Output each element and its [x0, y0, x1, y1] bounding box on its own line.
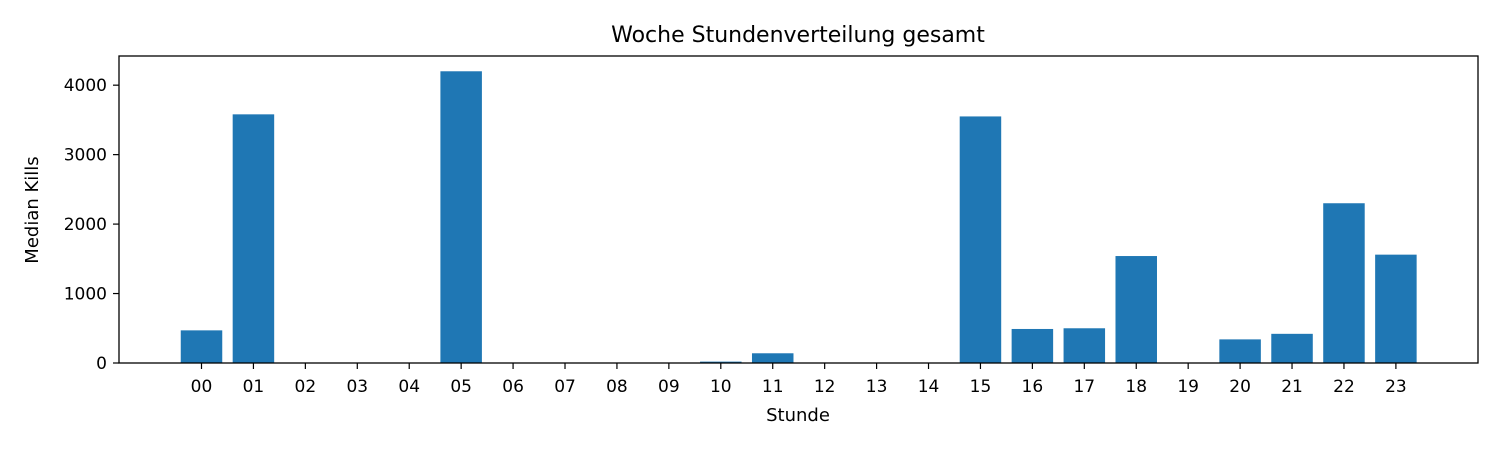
y-axis-ticks: 0 1000 2000 3000 4000	[64, 76, 119, 374]
bar-22	[1323, 203, 1365, 363]
bar-15	[959, 116, 1002, 364]
x-tick-label: 18	[1125, 377, 1147, 397]
x-tick-label: 03	[346, 377, 368, 397]
y-tick-label: 1000	[64, 285, 107, 305]
y-tick-label: 3000	[64, 146, 107, 166]
x-tick-label: 23	[1385, 377, 1407, 397]
bar-16	[1011, 328, 1054, 363]
x-tick-label: 21	[1281, 377, 1303, 397]
bar-23	[1375, 254, 1417, 363]
y-tick-label: 0	[96, 354, 107, 374]
x-tick-label: 10	[710, 377, 732, 397]
x-tick-label: 07	[554, 377, 576, 397]
x-tick-label: 02	[295, 377, 317, 397]
x-tick-label: 16	[1022, 377, 1044, 397]
x-tick-label: 17	[1073, 377, 1095, 397]
bar-18	[1115, 256, 1157, 363]
bar-00	[180, 330, 223, 363]
x-tick-label: 20	[1229, 377, 1251, 397]
x-tick-label: 04	[398, 377, 420, 397]
bar-20	[1219, 339, 1261, 363]
bar-11	[751, 353, 794, 363]
x-tick-label: 13	[866, 377, 888, 397]
x-axis-ticks: 00 01 02 03 04 05 06 07 08 09 10 11 12 13 14 15 16 17 18 19…	[191, 363, 1407, 397]
x-tick-label: 08	[606, 377, 628, 397]
bar-10	[700, 361, 742, 363]
plot-frame	[118, 55, 1479, 364]
x-axis-label: Stunde	[766, 405, 830, 426]
bar-05	[440, 71, 482, 363]
x-tick-label: 05	[450, 377, 472, 397]
x-tick-label: 11	[762, 377, 784, 397]
y-axis-label: Median Kills	[22, 156, 43, 263]
bar-21	[1271, 333, 1313, 363]
bars-group	[180, 71, 1417, 364]
bar-17	[1063, 328, 1106, 363]
x-tick-label: 00	[191, 377, 213, 397]
y-tick-label: 4000	[64, 76, 107, 96]
x-tick-label: 19	[1177, 377, 1199, 397]
chart-title: Woche Stundenverteilung gesamt	[611, 23, 985, 48]
x-tick-label: 12	[814, 377, 836, 397]
bar-01	[232, 114, 275, 363]
y-tick-label: 2000	[64, 215, 107, 235]
x-tick-label: 15	[970, 377, 992, 397]
x-tick-label: 09	[658, 377, 680, 397]
x-tick-label: 14	[918, 377, 940, 397]
x-tick-label: 22	[1333, 377, 1355, 397]
x-tick-label: 01	[243, 377, 265, 397]
x-tick-label: 06	[502, 377, 524, 397]
